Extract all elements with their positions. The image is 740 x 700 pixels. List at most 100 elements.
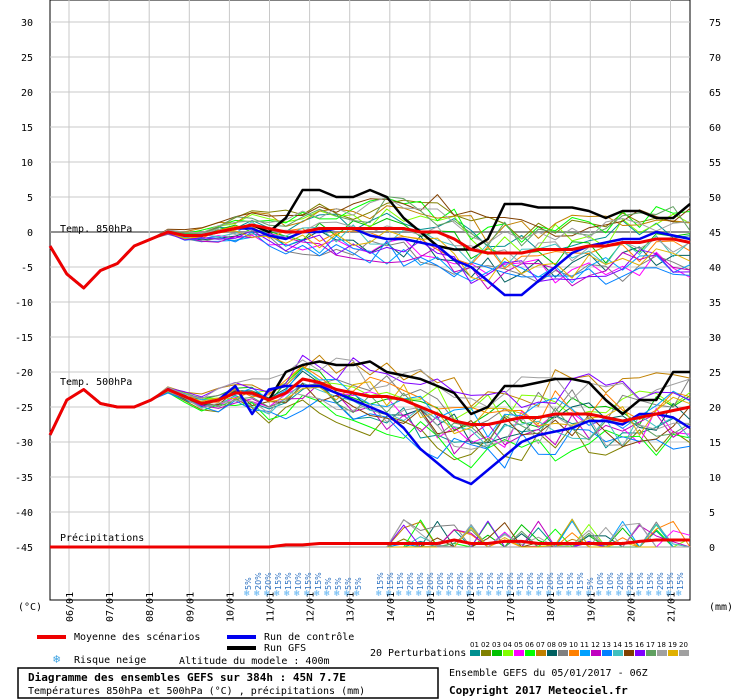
- right-unit: (mm): [709, 602, 733, 613]
- x-tick: 11/01: [266, 592, 277, 622]
- pert-swatch: [580, 650, 590, 656]
- y-tick-left: -25: [15, 403, 33, 414]
- snow-risk-label: 15%: [476, 572, 485, 590]
- info-box: [17, 667, 439, 699]
- snowflake-icon: ❄: [626, 589, 632, 599]
- legend-gfs: Run GFS: [264, 643, 306, 654]
- y-tick-right: 5: [709, 508, 715, 519]
- snowflake-icon: ❄: [456, 589, 462, 599]
- snow-risk-label: 5%: [354, 577, 363, 590]
- y-tick-left: -10: [15, 298, 33, 309]
- y-tick-right: 35: [709, 298, 721, 309]
- snow-risk-label: 20%: [436, 572, 445, 590]
- y-tick-right: 75: [709, 18, 721, 29]
- pert-swatch: [558, 650, 568, 656]
- y-tick-left: -35: [15, 473, 33, 484]
- y-tick-left: 20: [21, 88, 33, 99]
- y-tick-right: 25: [709, 368, 721, 379]
- snow-risk-label: 15%: [666, 572, 675, 590]
- x-tick: 12/01: [306, 592, 317, 622]
- x-tick: 20/01: [626, 592, 637, 622]
- pert-id: 12: [591, 641, 600, 649]
- main-series-lines: [48, 188, 691, 549]
- snowflake-icon: ❄: [254, 589, 260, 599]
- snowflake-icon: ❄: [566, 589, 572, 599]
- x-tick: 17/01: [506, 592, 517, 622]
- snow-risk-label: 10%: [596, 572, 605, 590]
- snowflake-icon: ❄: [264, 589, 270, 599]
- y-tick-left: -5: [21, 263, 33, 274]
- pert-id: 08: [547, 641, 556, 649]
- snow-risk-label: 15%: [516, 572, 525, 590]
- snowflake-icon: ❄: [516, 589, 522, 599]
- snowflake-icon: ❄: [354, 589, 360, 599]
- snow-risk-label: 15%: [314, 572, 323, 590]
- pert-id: 19: [668, 641, 677, 649]
- snow-risk-label: 15%: [536, 572, 545, 590]
- y-tick-right: 70: [709, 53, 721, 64]
- pert-swatch: [470, 650, 480, 656]
- pert-id: 07: [536, 641, 545, 649]
- snowflake-icon: ❄: [536, 589, 542, 599]
- snow-risk-label: 20%: [526, 572, 535, 590]
- x-tick: 07/01: [105, 592, 116, 622]
- snowflake-icon: ❄: [656, 589, 662, 599]
- legend-snow: Risque neige: [74, 655, 146, 666]
- snow-risk-label: 10%: [556, 572, 565, 590]
- pert-id: 14: [613, 641, 622, 649]
- snow-risk-label: 15%: [396, 572, 405, 590]
- snowflake-icon: ❄: [314, 589, 320, 599]
- snow-risk-label: 15%: [304, 572, 313, 590]
- snowflake-icon: ❄: [606, 589, 612, 599]
- pert-swatch: [624, 650, 634, 656]
- pert-swatch: [547, 650, 557, 656]
- pert-swatch: [503, 650, 513, 656]
- series-line-850: [48, 223, 691, 290]
- snowflake-icon: ❄: [324, 589, 330, 599]
- y-tick-left: 0: [27, 228, 33, 239]
- pert-id: 13: [602, 641, 611, 649]
- snowflake-icon: ❄: [576, 589, 582, 599]
- snow-risk-label: 25%: [486, 572, 495, 590]
- snowflake-icon: ❄: [526, 589, 532, 599]
- snow-risk-label: 5%: [334, 577, 343, 590]
- series-line-precip: [50, 538, 690, 549]
- snowflake-icon: ❄: [376, 589, 382, 599]
- run-info: Ensemble GEFS du 05/01/2017 - 06Z: [449, 668, 648, 679]
- snow-risk-label: 15%: [676, 572, 685, 590]
- snow-risk-label: 10%: [416, 572, 425, 590]
- pert-id: 18: [657, 641, 666, 649]
- y-tick-right: 65: [709, 88, 721, 99]
- snow-risk-label: 20%: [254, 572, 263, 590]
- pert-swatch: [525, 650, 535, 656]
- y-tick-right: 30: [709, 333, 721, 344]
- pert-id: 03: [492, 641, 501, 649]
- y-tick-left: 30: [21, 18, 33, 29]
- snowflake-icon: ❄: [284, 589, 290, 599]
- snow-risk-label: 15%: [274, 572, 283, 590]
- snow-risk-label: 20%: [456, 572, 465, 590]
- snowflake-icon: ❄: [556, 589, 562, 599]
- x-tick: 15/01: [426, 592, 437, 622]
- pert-id: 20: [679, 641, 688, 649]
- x-tick: 19/01: [586, 592, 597, 622]
- snow-risk-label: 5%: [344, 577, 353, 590]
- snowflake-icon: ❄: [244, 589, 250, 599]
- snowflake-icon: ❄: [386, 589, 392, 599]
- snowflake-icon: ❄: [646, 589, 652, 599]
- snowflake-icon: ❄: [506, 589, 512, 599]
- pert-swatch: [536, 650, 546, 656]
- label-precip: Précipitations: [60, 532, 144, 544]
- y-tick-right: 10: [709, 473, 721, 484]
- y-tick-right: 0: [709, 543, 715, 554]
- snowflake-icon: ❄: [496, 589, 502, 599]
- snow-risk-label: 20%: [466, 572, 475, 590]
- pert-id: 02: [481, 641, 490, 649]
- y-tick-left: -30: [15, 438, 33, 449]
- snowflake-icon: ❄: [666, 589, 672, 599]
- legend-perturbations: 20 Perturbations: [370, 648, 466, 659]
- snowflake-icon: ❄: [676, 589, 682, 599]
- snowflake-icon: ❄: [304, 589, 310, 599]
